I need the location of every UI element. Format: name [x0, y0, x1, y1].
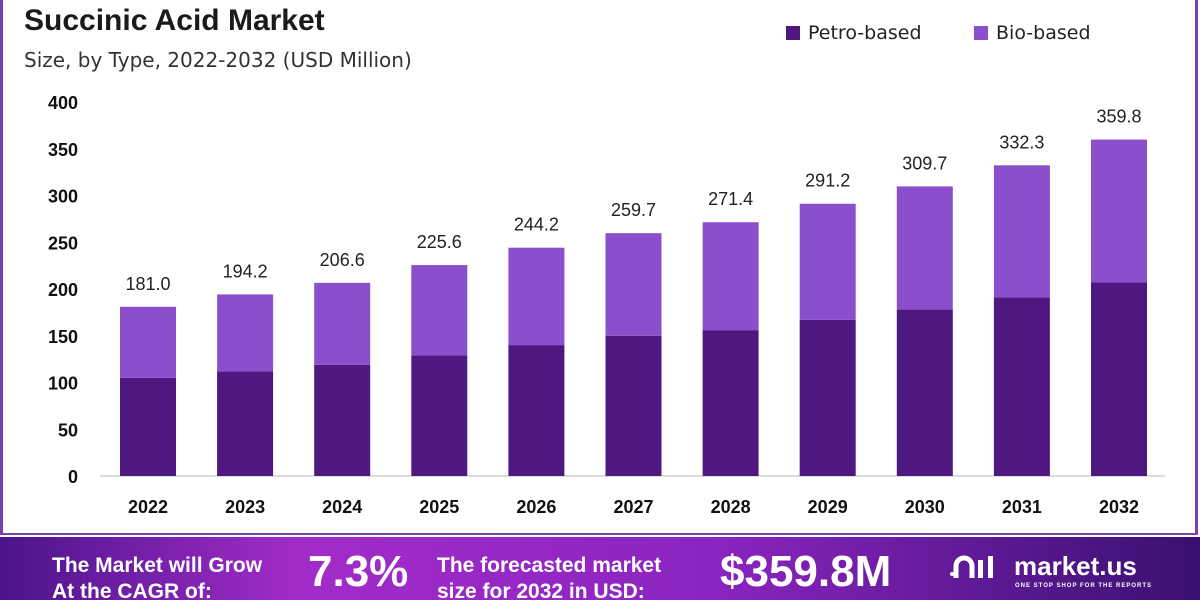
- bar-petro-2027: [605, 335, 662, 476]
- forecast-label-line1: The forecasted market: [437, 554, 662, 577]
- bar-bio-2025: [411, 265, 468, 356]
- y-tick-label: 200: [48, 280, 78, 300]
- y-tick-label: 0: [68, 467, 78, 487]
- bar-petro-2023: [217, 371, 274, 476]
- legend-label-petro: Petro-based: [808, 22, 922, 44]
- y-tick-label: 250: [48, 233, 78, 253]
- bar-bio-2026: [508, 247, 565, 346]
- x-tick-label: 2028: [711, 497, 751, 517]
- cagr-label: The Market will Grow At the CAGR of:: [52, 553, 262, 605]
- x-tick-label: 2024: [322, 497, 362, 517]
- bar-bio-2031: [993, 165, 1050, 298]
- cagr-value: 7.3%: [308, 547, 409, 596]
- bar-bio-2030: [896, 186, 953, 310]
- y-tick-label: 50: [58, 420, 78, 440]
- brand-logo: market.us: [950, 551, 1137, 582]
- y-tick-label: 100: [48, 374, 78, 394]
- bar-bio-2028: [702, 222, 759, 331]
- cagr-label-line1: The Market will Grow: [52, 554, 263, 577]
- forecast-label-line2: size for 2032 in USD:: [437, 580, 645, 603]
- chart-subtitle: Size, by Type, 2022-2032 (USD Million): [24, 48, 412, 72]
- total-label-2028: 271.4: [708, 189, 753, 209]
- bar-petro-2028: [702, 330, 759, 476]
- bar-petro-2022: [120, 377, 176, 476]
- bar-bio-2024: [314, 282, 371, 365]
- bar-bio-2029: [799, 203, 856, 320]
- bar-petro-2032: [1091, 282, 1147, 476]
- y-tick-label: 150: [48, 327, 78, 347]
- total-label-2024: 206.6: [320, 250, 365, 270]
- x-tick-label: 2026: [516, 497, 556, 517]
- bar-petro-2026: [508, 345, 565, 476]
- total-label-2026: 244.2: [514, 215, 559, 235]
- x-tick-label: 2029: [808, 497, 848, 517]
- bar-petro-2024: [314, 364, 371, 476]
- x-tick-label: 2023: [225, 497, 265, 517]
- total-label-2029: 291.2: [805, 171, 850, 191]
- y-tick-label: 300: [48, 187, 78, 207]
- bar-bio-2022: [120, 306, 176, 378]
- total-label-2023: 194.2: [223, 261, 268, 281]
- forecast-value: $359.8M: [720, 547, 892, 596]
- x-tick-label: 2027: [613, 497, 653, 517]
- legend-swatch-bio: [974, 26, 988, 40]
- legend-bio: Bio-based: [974, 22, 1091, 44]
- y-tick-label: 350: [48, 140, 78, 160]
- x-tick-label: 2032: [1099, 497, 1139, 517]
- total-label-2031: 332.3: [999, 132, 1044, 152]
- cagr-label-line2: At the CAGR of:: [52, 580, 212, 603]
- total-label-2022: 181.0: [125, 274, 170, 294]
- footer-banner: The Market will Grow At the CAGR of: 7.3%…: [0, 537, 1200, 603]
- total-label-2025: 225.6: [417, 232, 462, 252]
- legend-label-bio: Bio-based: [996, 22, 1091, 44]
- legend-petro: Petro-based: [786, 22, 922, 44]
- bar-bio-2023: [217, 294, 274, 372]
- total-label-2030: 309.7: [902, 153, 947, 173]
- chart-title: Succinic Acid Market: [24, 4, 325, 37]
- brand-tagline: ONE STOP SHOP FOR THE REPORTS: [1015, 583, 1153, 589]
- forecast-label: The forecasted market size for 2032 in US…: [437, 553, 661, 605]
- x-tick-label: 2031: [1002, 497, 1042, 517]
- bar-bio-2027: [605, 233, 662, 336]
- bar-petro-2031: [993, 297, 1050, 476]
- x-tick-label: 2030: [905, 497, 945, 517]
- bar-chart: 0 50 100 150 200 250 300 350 400 181.0 2022 194.2 20…: [48, 93, 1165, 517]
- bar-petro-2030: [896, 309, 953, 476]
- x-tick-label: 2025: [419, 497, 459, 517]
- y-tick-label: 400: [48, 93, 78, 113]
- total-label-2032: 359.8: [1096, 107, 1141, 127]
- chart-frame: [0, 0, 1198, 535]
- bar-bio-2032: [1091, 139, 1147, 283]
- legend-swatch-petro: [786, 26, 800, 40]
- brand-name: market.us: [1014, 551, 1137, 581]
- bar-petro-2025: [411, 355, 468, 476]
- x-tick-label: 2022: [128, 497, 168, 517]
- market-us-logo-icon: [950, 555, 993, 578]
- total-label-2027: 259.7: [611, 200, 656, 220]
- bar-petro-2029: [799, 319, 856, 476]
